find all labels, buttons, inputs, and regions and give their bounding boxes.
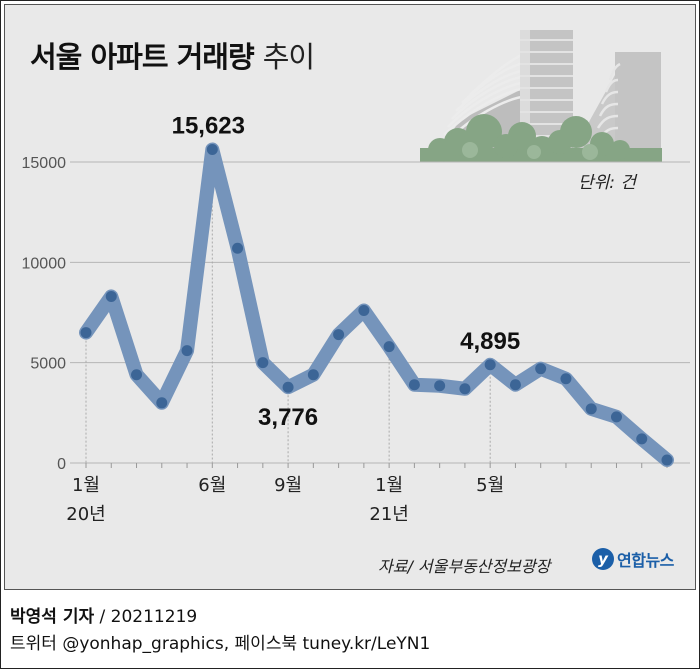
series bbox=[79, 142, 674, 467]
data-point bbox=[661, 454, 673, 466]
credit-line-1: 박영석 기자 / 20211219 bbox=[10, 602, 197, 627]
data-point bbox=[408, 379, 420, 391]
y-axis-ticks: 0 5000 10000 15000 bbox=[22, 155, 67, 473]
trees-light bbox=[462, 142, 598, 160]
source-text: 자료/ 서울부동산정보광장 bbox=[378, 557, 551, 576]
trees bbox=[420, 114, 662, 162]
credit-line-2: 트위터 @yonhap_graphics, 페이스북 tuney.kr/LeYN… bbox=[10, 634, 431, 654]
x-tick-label-year: 21년 bbox=[369, 504, 408, 525]
data-point bbox=[434, 380, 446, 392]
credit-date: 20211219 bbox=[110, 607, 198, 627]
chart-panel bbox=[4, 4, 696, 590]
data-point bbox=[560, 373, 572, 385]
data-point bbox=[307, 369, 319, 381]
data-point bbox=[257, 357, 269, 369]
x-axis-labels: 1월 20년 6월 9월 1월 21년 5월 bbox=[66, 475, 504, 525]
tower-right-balconies bbox=[596, 62, 621, 141]
x-tick-label: 6월 bbox=[198, 475, 226, 496]
data-point bbox=[610, 411, 622, 423]
y-tick-label: 15000 bbox=[22, 155, 67, 172]
title-main: 서울 아파트 거래량 bbox=[30, 40, 255, 74]
apartment-illustration bbox=[420, 30, 662, 162]
tower-left-floors bbox=[520, 39, 573, 137]
grid bbox=[70, 161, 690, 468]
reporter-name: 박영석 기자 bbox=[10, 607, 95, 627]
data-label: 3,776 bbox=[258, 404, 318, 431]
title-light: 추이 bbox=[262, 40, 315, 74]
data-point bbox=[206, 143, 218, 155]
data-point bbox=[585, 403, 597, 415]
data-point bbox=[131, 369, 143, 381]
yonhap-logo-icon: y bbox=[592, 548, 614, 570]
y-tick-label: 10000 bbox=[22, 255, 67, 272]
tower-right bbox=[615, 52, 661, 155]
data-point bbox=[484, 359, 496, 371]
x-tick-label: 1월 bbox=[72, 475, 100, 496]
data-point bbox=[333, 329, 345, 341]
series-line bbox=[79, 142, 674, 467]
data-point bbox=[232, 242, 244, 254]
data-point bbox=[80, 327, 92, 339]
x-tick-label-year: 20년 bbox=[66, 504, 105, 525]
data-point bbox=[156, 397, 168, 409]
data-label: 15,623 bbox=[172, 112, 245, 139]
y-tick-label: 0 bbox=[57, 456, 66, 473]
yonhap-logo: y 연합뉴스 bbox=[592, 547, 674, 571]
x-tick-label: 5월 bbox=[476, 475, 504, 496]
data-point bbox=[459, 383, 471, 395]
data-point bbox=[535, 363, 547, 375]
unit-label: 단위: 건 bbox=[578, 173, 637, 193]
tower-left-side bbox=[520, 30, 530, 155]
data-point bbox=[105, 290, 117, 302]
yonhap-logo-text: 연합뉴스 bbox=[617, 551, 674, 570]
data-point bbox=[636, 433, 648, 445]
credit-separator: / bbox=[94, 607, 111, 627]
data-point bbox=[282, 381, 294, 393]
page-title: 서울 아파트 거래량 추이 bbox=[30, 34, 315, 76]
data-point bbox=[383, 341, 395, 353]
annotations: 15,623 3,776 4,895 bbox=[172, 112, 521, 431]
y-tick-label: 5000 bbox=[30, 356, 66, 373]
x-tick-label: 1월 bbox=[375, 475, 403, 496]
x-tick-label: 9월 bbox=[274, 475, 302, 496]
data-point bbox=[358, 304, 370, 316]
data-label: 4,895 bbox=[460, 328, 520, 355]
data-point bbox=[509, 379, 521, 391]
data-point bbox=[181, 345, 193, 357]
